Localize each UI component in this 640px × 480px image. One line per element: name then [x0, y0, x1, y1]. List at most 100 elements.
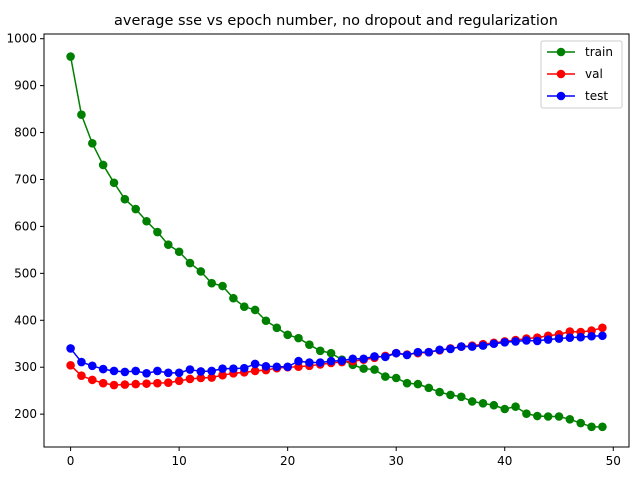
plot-area	[44, 34, 629, 447]
y-tick-label: 600	[14, 219, 37, 233]
series-test-point	[98, 364, 108, 374]
series-val-point	[185, 374, 195, 384]
series-test-point	[489, 339, 499, 349]
series-test-point	[283, 362, 292, 372]
series-train-point	[554, 412, 564, 421]
legend-item-val: val	[547, 67, 603, 81]
series-test-point	[522, 336, 531, 345]
x-tick-label: 10	[171, 454, 186, 468]
series-train-point	[174, 247, 184, 257]
series-val-point	[120, 380, 130, 389]
y-tick-label: 400	[14, 313, 37, 327]
series-test-point	[163, 368, 173, 378]
series-test-point	[511, 337, 520, 346]
series-train-point	[185, 258, 195, 268]
series-test-point	[174, 368, 184, 378]
series-train-point	[587, 422, 596, 432]
series-train-point	[576, 418, 585, 428]
series-val-point	[163, 378, 173, 388]
series-val-point	[598, 323, 607, 333]
series-train	[66, 52, 607, 432]
y-tick-label: 300	[14, 360, 37, 374]
series-train-point	[120, 194, 130, 204]
series-test-point	[391, 348, 401, 358]
series-train-point	[261, 316, 271, 326]
y-tick-label: 900	[14, 79, 37, 93]
y-tick-label: 800	[14, 126, 37, 140]
series-test-point	[478, 341, 488, 350]
legend-item-train: train	[547, 45, 613, 59]
chart-title: average sse vs epoch number, no dropout …	[114, 13, 558, 29]
series-train-point	[543, 412, 553, 421]
legend-marker	[556, 91, 566, 101]
series-test-point	[109, 366, 119, 376]
series-val-point	[174, 376, 184, 386]
series-train-point	[359, 364, 368, 373]
series-test-point	[305, 358, 314, 367]
legend-marker	[556, 69, 566, 79]
series-test-point	[435, 345, 444, 355]
series-val-point	[98, 378, 108, 388]
series-train-point	[522, 409, 531, 418]
y-tick-label: 200	[14, 407, 37, 421]
series-train-point	[196, 267, 206, 276]
series-test-point	[250, 359, 260, 369]
series-train-point	[229, 293, 238, 303]
series-test-point	[554, 334, 564, 343]
series-test-point	[294, 356, 303, 366]
series-train-point	[153, 227, 162, 237]
series-val-point	[66, 361, 75, 370]
series-train-point	[413, 379, 423, 389]
series-val-point	[77, 371, 86, 380]
series-val-point	[88, 375, 97, 385]
series-train-point	[98, 160, 108, 170]
series-test-point	[66, 344, 75, 353]
series-test-point	[88, 361, 97, 371]
series-test-point	[565, 333, 575, 342]
series-train-point	[207, 278, 216, 288]
series-test-point	[218, 364, 227, 373]
series-train-point	[424, 383, 434, 393]
series-test-point	[261, 361, 271, 371]
series-test-point	[543, 335, 553, 344]
series-test-point	[467, 342, 477, 351]
series-test-point	[239, 363, 249, 373]
series-val-point	[142, 379, 151, 388]
y-tick-label: 1000	[6, 32, 37, 46]
series-test-point	[576, 332, 585, 342]
series-test-point	[413, 347, 423, 357]
series-test-point	[359, 354, 368, 364]
y-tick-label: 500	[14, 266, 37, 280]
series-train-point	[489, 400, 499, 410]
series-train-point	[381, 372, 390, 381]
series-train-point	[391, 373, 401, 383]
series-val-point	[131, 379, 141, 389]
series-test-point	[120, 367, 130, 377]
axes-frame	[43, 33, 630, 448]
series-val-point	[153, 378, 162, 388]
series-train-point	[370, 365, 379, 374]
series-train-point	[598, 422, 607, 432]
series-val-point	[218, 370, 227, 380]
series-test-point	[598, 331, 607, 341]
series-test-point	[207, 366, 216, 376]
series-test-point	[500, 338, 510, 347]
series-train-point	[88, 139, 97, 148]
series-train-point	[142, 216, 151, 226]
series-train-point	[326, 348, 336, 358]
series-test-point	[348, 354, 358, 364]
series-train-point	[500, 404, 510, 414]
y-tick-label: 700	[14, 172, 37, 186]
series-test-point	[402, 350, 412, 360]
series-test-point	[315, 358, 325, 367]
x-tick-label: 40	[497, 454, 512, 468]
series-train-point	[305, 340, 314, 349]
series-train-point	[109, 178, 119, 188]
series-train-point	[478, 399, 488, 408]
series-test-point	[370, 352, 379, 361]
series-val-point	[196, 373, 206, 383]
legend-label: train	[585, 45, 613, 59]
x-tick-label: 30	[389, 454, 404, 468]
series-train-point	[131, 204, 141, 214]
legend-item-test: test	[547, 89, 608, 103]
